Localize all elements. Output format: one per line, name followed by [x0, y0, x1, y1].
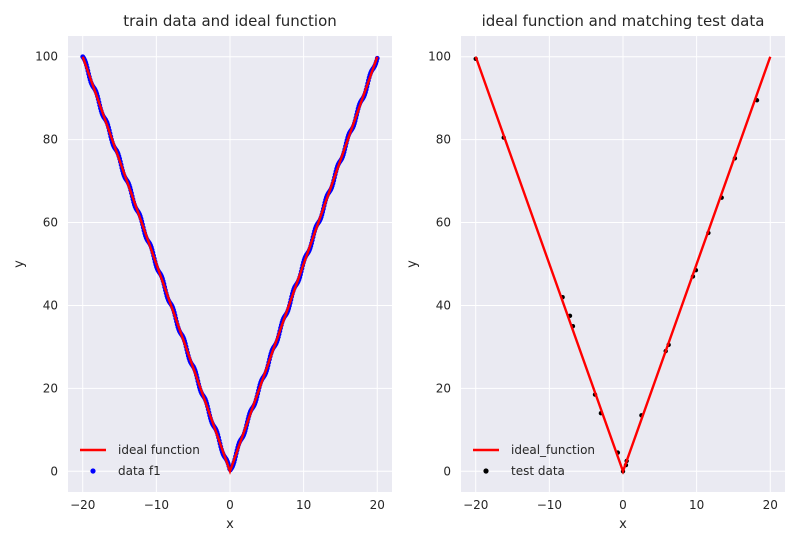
x-tick-label: −20 — [70, 498, 95, 512]
x-tick-label: 0 — [619, 498, 627, 512]
x-tick-label: −10 — [537, 498, 562, 512]
legend: ideal function data f1 — [80, 443, 200, 478]
y-tick-label: 80 — [436, 133, 451, 147]
series-line — [81, 56, 379, 475]
legend-label-line: ideal_function — [511, 443, 595, 457]
y-tick-label: 20 — [436, 381, 451, 395]
grid-lines — [461, 36, 785, 492]
y-tick-label: 60 — [43, 216, 58, 230]
x-axis-label: x — [226, 517, 234, 532]
y-tick-label: 40 — [436, 298, 451, 312]
y-axis-label: y — [405, 260, 420, 268]
x-tick-label: 20 — [763, 498, 778, 512]
y-tick-label: 80 — [43, 133, 58, 147]
x-tick-label: 0 — [226, 498, 234, 512]
x-tick-label: 10 — [296, 498, 311, 512]
x-axis-label: x — [619, 517, 627, 532]
tick-labels: −20 −10 0 10 20 0 20 40 60 80 100 — [428, 50, 778, 512]
legend-label-scatter: data f1 — [118, 464, 161, 478]
subplot-title: ideal function and matching test data — [482, 12, 765, 30]
tick-labels: −20 −10 0 10 20 0 20 40 60 80 100 — [35, 50, 385, 512]
x-tick-label: 20 — [370, 498, 385, 512]
x-tick-label: −20 — [463, 498, 488, 512]
legend-marker-swatch — [483, 468, 489, 474]
x-tick-label: −10 — [144, 498, 169, 512]
legend: ideal_function test data — [473, 443, 595, 478]
y-tick-label: 0 — [443, 464, 451, 478]
y-tick-label: 60 — [436, 216, 451, 230]
y-tick-label: 20 — [43, 381, 58, 395]
subplot-title: train data and ideal function — [123, 12, 337, 30]
subplot-test-data: −20 −10 0 10 20 0 20 40 60 80 100 ideal function a… — [405, 12, 785, 532]
legend-label-line: ideal function — [118, 443, 200, 457]
data-marks — [80, 54, 380, 475]
y-tick-label: 100 — [35, 50, 58, 64]
data-marks — [473, 56, 772, 475]
subplot-train-data: −20 −10 0 10 20 0 20 40 60 80 100 train data and i… — [12, 12, 392, 532]
legend-label-scatter: test data — [511, 464, 565, 478]
y-axis-label: y — [12, 260, 27, 268]
x-tick-label: 10 — [689, 498, 704, 512]
y-tick-label: 100 — [428, 50, 451, 64]
series-line — [474, 56, 772, 475]
y-tick-label: 0 — [50, 464, 58, 478]
legend-marker-swatch — [90, 468, 96, 474]
y-tick-label: 40 — [43, 298, 58, 312]
